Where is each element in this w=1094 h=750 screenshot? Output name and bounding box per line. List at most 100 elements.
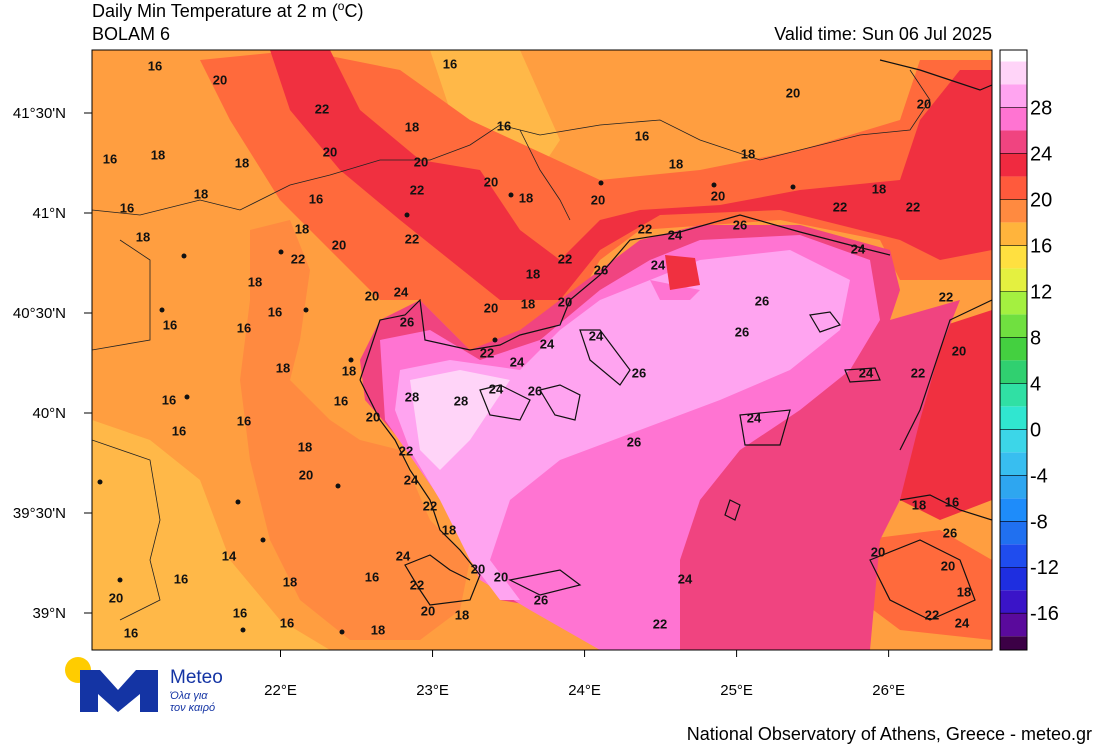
contour-label: 16 <box>334 393 348 408</box>
contour-label: 18 <box>519 190 533 205</box>
y-tick-label: 41°N <box>32 205 66 222</box>
colorbar-bin <box>1000 498 1027 522</box>
colorbar-bin <box>1000 544 1027 568</box>
colorbar-label: 12 <box>1030 281 1052 303</box>
contour-label: 24 <box>678 571 693 586</box>
footer: National Observatory of Athens, Greece -… <box>687 724 1092 744</box>
contour-label: 20 <box>558 294 572 309</box>
title: Daily Min Temperature at 2 m (oC) <box>92 0 363 21</box>
colorbar-bin <box>1000 130 1027 154</box>
contour-label: 16 <box>172 423 186 438</box>
contour-label: 14 <box>222 548 237 563</box>
contour-label: 16 <box>120 200 134 215</box>
contour-label: 20 <box>366 409 380 424</box>
contour-label: 18 <box>526 266 540 281</box>
x-tick-label: 23°E <box>416 682 449 699</box>
contour-label: 26 <box>632 365 646 380</box>
colorbar-label: 4 <box>1030 373 1041 395</box>
contour-label: 18 <box>405 119 419 134</box>
contour-label: 16 <box>365 569 379 584</box>
colorbar-bin <box>1000 521 1027 545</box>
contour-label: 18 <box>248 274 262 289</box>
contour-label: 20 <box>871 544 885 559</box>
contour-label: 20 <box>365 288 379 303</box>
colorbar: 28 24 20 16 12 8 4 0 -4 -8 -12 -16 <box>999 49 1059 651</box>
y-tick-label: 39°N <box>32 605 66 622</box>
contour-label: 24 <box>668 227 683 242</box>
logo-m <box>80 670 158 712</box>
contour-label: 22 <box>315 101 329 116</box>
title-end: C) <box>344 1 363 21</box>
colorbar-label: -16 <box>1030 603 1059 625</box>
contour-label: 18 <box>342 363 356 378</box>
contour-label: 24 <box>955 615 970 630</box>
colorbar-bin <box>1000 590 1027 614</box>
x-tick-label: 25°E <box>720 682 753 699</box>
contour-label: 16 <box>309 191 323 206</box>
contour-label: 22 <box>925 607 939 622</box>
colorbar-bin <box>1000 567 1027 591</box>
contour-label: 16 <box>280 615 294 630</box>
colorbar-label: 24 <box>1030 143 1052 165</box>
contour-label: 22 <box>833 199 847 214</box>
contour-label: 22 <box>653 616 667 631</box>
colorbar-bin <box>1000 107 1027 131</box>
colorbar-bin <box>1000 337 1027 361</box>
colorbar-bin <box>1000 61 1027 85</box>
contour-label: 22 <box>480 345 494 360</box>
contour-label: 16 <box>237 320 251 335</box>
contour-label: 22 <box>911 365 925 380</box>
contour-label: 16 <box>237 413 251 428</box>
contour-label: 26 <box>594 262 608 277</box>
map-frame <box>91 49 993 651</box>
contour-label: 24 <box>589 328 604 343</box>
contour-label: 18 <box>957 584 971 599</box>
contour-label: 18 <box>283 574 297 589</box>
contour-label: 16 <box>162 392 176 407</box>
colorbar-label: -8 <box>1030 511 1048 533</box>
colorbar-label: 0 <box>1030 419 1041 441</box>
map-field <box>92 50 992 650</box>
contour-label: 24 <box>489 381 504 396</box>
contour-label: 20 <box>414 154 428 169</box>
contour-label: 20 <box>299 467 313 482</box>
contour-label: 22 <box>939 289 953 304</box>
contour-label: 16 <box>124 625 138 640</box>
colorbar-bin <box>1000 84 1027 108</box>
logo-name: Meteo <box>170 667 223 688</box>
colorbar-bin <box>1000 613 1027 637</box>
axes: 22°E 23°E 24°E 25°E 26°E 41°30'N 41°N 40°30'N 40… <box>13 105 905 699</box>
contour-label: 26 <box>627 434 641 449</box>
contour-label: 24 <box>396 548 411 563</box>
contour-label: 26 <box>755 293 769 308</box>
contour-label: 18 <box>371 622 385 637</box>
contour-label: 20 <box>109 590 123 605</box>
colorbar-bins <box>1000 50 1027 650</box>
contour-label: 20 <box>484 300 498 315</box>
subtitle: BOLAM 6 <box>92 24 170 44</box>
contour-label: 22 <box>638 221 652 236</box>
colorbar-bin <box>1000 199 1027 223</box>
contour-label: 22 <box>906 199 920 214</box>
colorbar-bin <box>1000 314 1027 338</box>
contour-label: 20 <box>323 144 337 159</box>
contour-label: 18 <box>235 155 249 170</box>
contour-label: 24 <box>404 472 419 487</box>
contour-label: 18 <box>741 146 755 161</box>
cities <box>97 180 796 635</box>
contour-label: 18 <box>455 607 469 622</box>
y-tick-label: 40°30'N <box>13 305 66 322</box>
contour-label: 20 <box>421 603 435 618</box>
borders <box>92 69 931 621</box>
y-tick-label: 40°N <box>32 405 66 422</box>
x-tick-label: 26°E <box>872 682 905 699</box>
colorbar-frame <box>999 49 1028 651</box>
contour-label: 22 <box>405 231 419 246</box>
contour-label: 18 <box>295 221 309 236</box>
contour-label: 22 <box>410 182 424 197</box>
contour-label: 22 <box>410 577 424 592</box>
colorbar-bin <box>1000 222 1027 246</box>
contour-label: 16 <box>497 118 511 133</box>
contour-label: 26 <box>400 314 414 329</box>
